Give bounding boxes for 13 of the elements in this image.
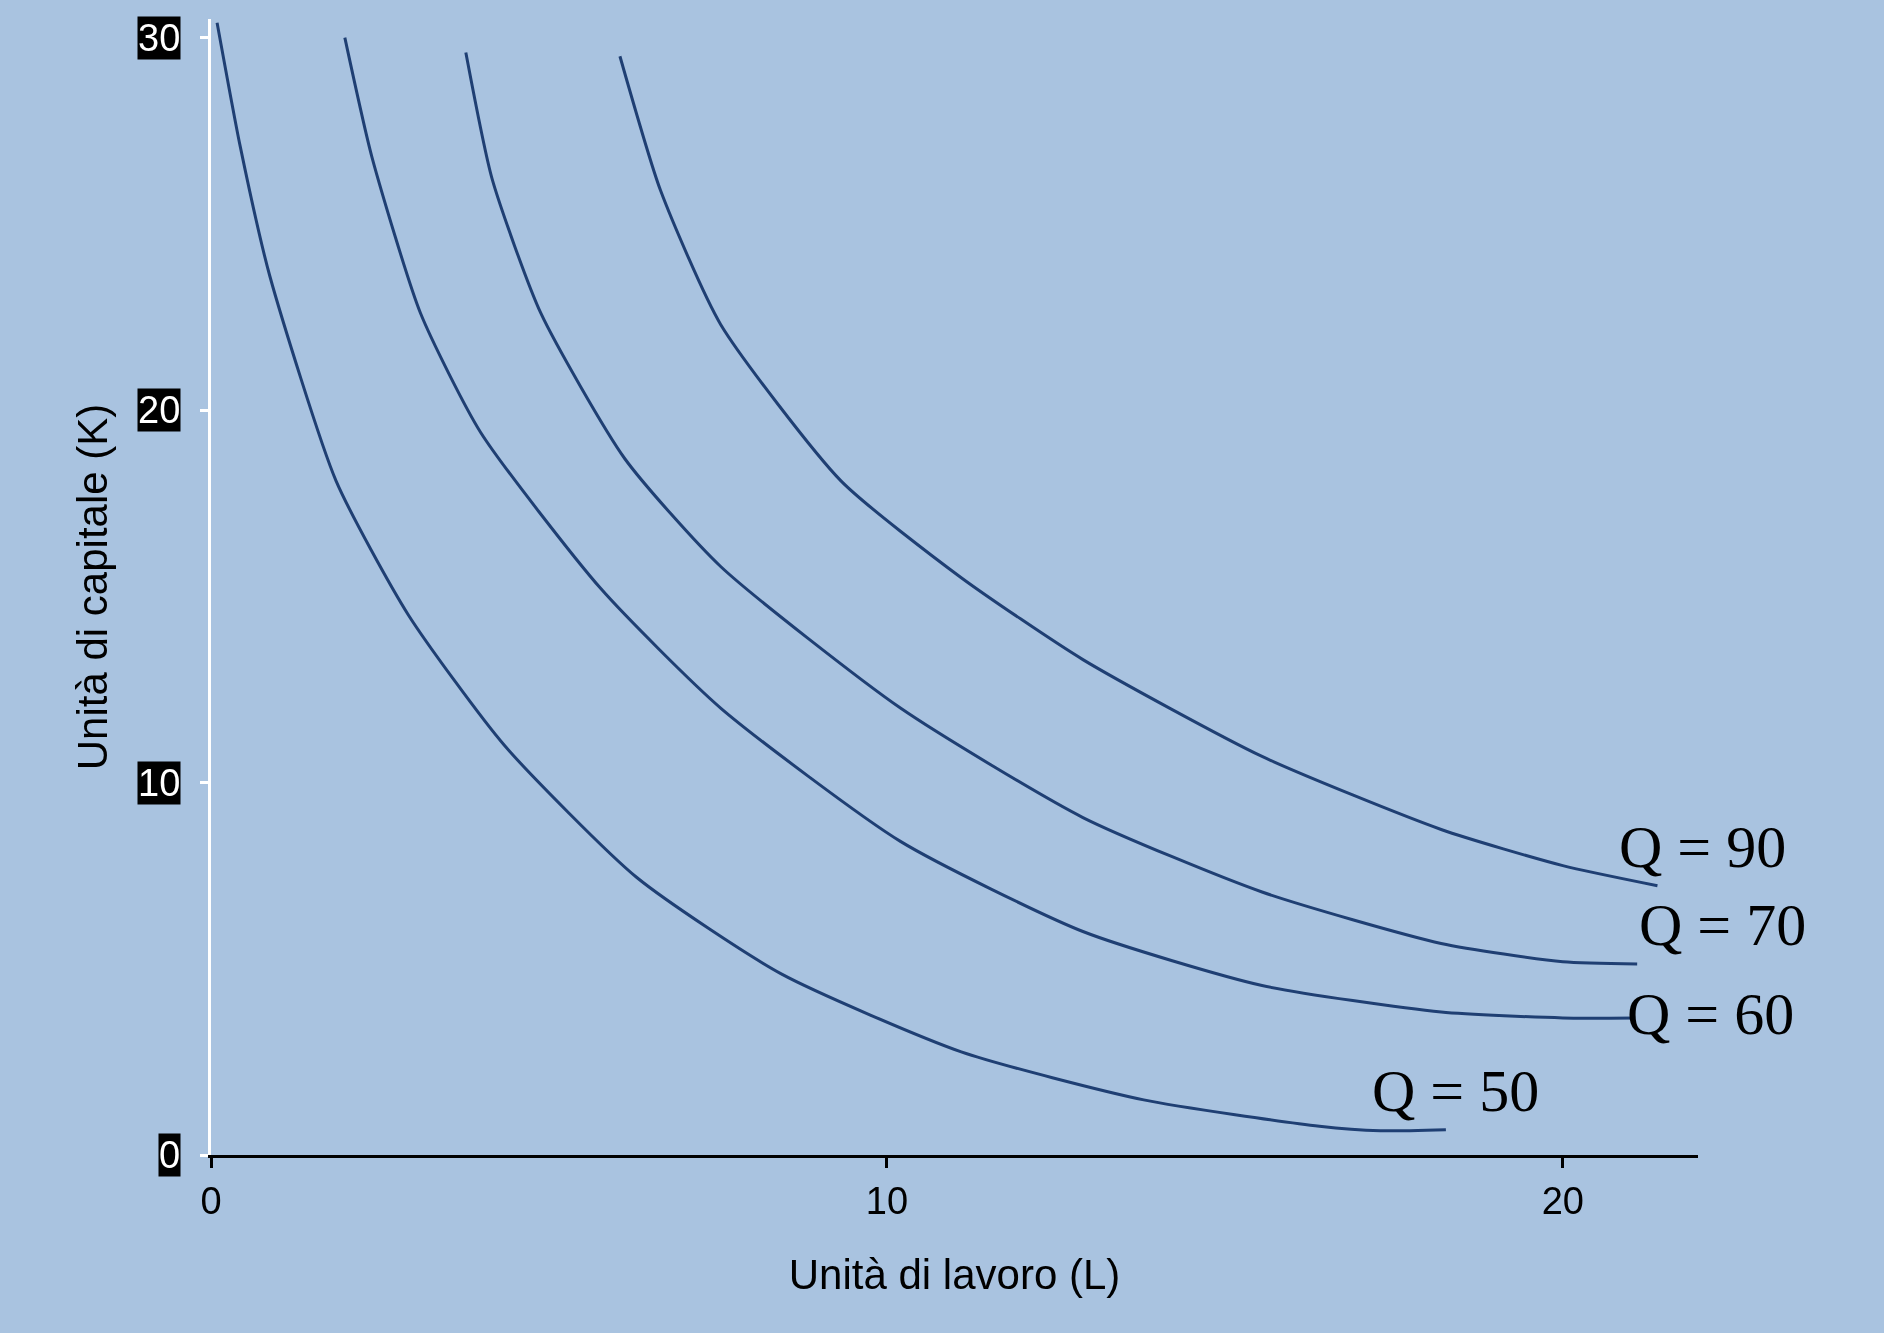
x-tick-label: 10: [865, 1179, 909, 1222]
series-label: Q = 90: [1619, 814, 1787, 880]
series-label: Q = 70: [1639, 892, 1807, 958]
y-tick-label: 20: [138, 389, 181, 431]
series-label: Q = 60: [1627, 981, 1795, 1047]
y-tick-label: 10: [138, 762, 181, 804]
x-tick-label: 0: [200, 1179, 222, 1222]
y-axis-title: Unità di capitale (K): [68, 403, 116, 771]
series-label: Q = 50: [1372, 1058, 1540, 1124]
x-tick-label: 20: [1541, 1179, 1584, 1222]
x-axis-title: Unità di lavoro (L): [788, 1251, 1121, 1299]
y-tick-label: 30: [138, 17, 181, 59]
y-tick-label: 0: [159, 1134, 181, 1176]
